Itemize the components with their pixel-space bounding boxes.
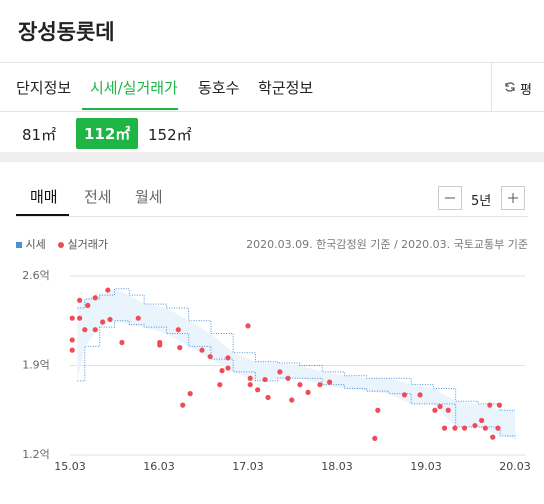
trade-point <box>225 355 231 361</box>
trade-point <box>445 407 451 413</box>
trade-point <box>490 434 496 440</box>
trade-point <box>177 345 183 351</box>
unit-label: 평 <box>520 83 532 98</box>
legend-item: 실거래가 <box>58 236 108 252</box>
trade-point <box>135 315 141 321</box>
trade-point <box>180 402 186 408</box>
trade-point <box>175 327 181 333</box>
minus-icon <box>445 197 455 199</box>
trade-point <box>482 425 488 431</box>
trade-point <box>452 425 458 431</box>
trade-point <box>265 394 271 401</box>
trade-point <box>437 403 443 410</box>
trade-point <box>100 319 106 325</box>
deal-tab[interactable]: 매매 <box>30 188 58 206</box>
trade-point <box>92 327 98 333</box>
trade-point <box>297 382 303 388</box>
size-option[interactable]: 152㎡ <box>148 126 192 144</box>
trade-point <box>85 302 91 309</box>
trade-point <box>225 365 231 371</box>
tab[interactable]: 학군정보 <box>258 79 314 97</box>
deal-tab[interactable]: 전세 <box>84 188 112 206</box>
trade-point <box>317 382 323 388</box>
trade-point <box>372 435 378 441</box>
tab[interactable]: 동호수 <box>198 79 240 97</box>
trade-point <box>69 337 75 343</box>
chart-note: 2020.03.09. 한국감정원 기준 / 2020.03. 국토교통부 기준 <box>246 238 528 251</box>
title: 장성동롯데 <box>18 20 115 44</box>
trade-point <box>82 327 88 333</box>
size-option[interactable]: 81㎡ <box>22 126 57 144</box>
trade-point <box>289 397 295 403</box>
x-tick-label: 19.03 <box>410 460 442 473</box>
trade-point <box>262 376 268 383</box>
legend-label: 시세 <box>25 238 46 251</box>
trade-point <box>187 391 193 397</box>
trade-point <box>375 407 381 413</box>
trade-point <box>245 323 251 329</box>
trade-point <box>77 315 83 321</box>
plus-icon <box>508 193 518 203</box>
trade-point <box>119 339 125 346</box>
trade-point <box>417 392 423 398</box>
trade-point <box>255 387 261 393</box>
trade-point <box>441 425 448 431</box>
trade-point <box>472 422 478 429</box>
y-tick-label: 2.6억 <box>22 269 50 282</box>
size-option[interactable]: 112㎡ <box>76 118 139 149</box>
trade-point <box>495 425 501 431</box>
plus-button[interactable] <box>501 186 525 210</box>
tab-indicator <box>82 108 178 110</box>
trade-point <box>432 407 438 413</box>
unit-button[interactable]: 평 <box>491 63 544 111</box>
separator <box>0 152 544 162</box>
trade-point <box>277 369 283 375</box>
legend-swatch <box>58 242 64 248</box>
minus-button[interactable] <box>438 186 462 210</box>
trade-point <box>217 382 223 388</box>
deal-indicator <box>16 214 69 216</box>
trade-point <box>496 402 503 408</box>
deal-tab[interactable]: 월세 <box>135 188 163 206</box>
trade-point <box>69 347 75 353</box>
trade-point <box>107 316 113 323</box>
y-tick-label: 1.2억 <box>22 448 50 461</box>
trade-point <box>305 389 311 395</box>
trade-point <box>285 375 291 381</box>
x-tick-label: 15.03 <box>54 460 86 473</box>
x-tick-label: 20.03 <box>499 460 531 473</box>
x-tick-label: 16.03 <box>143 460 175 473</box>
divider <box>16 216 528 217</box>
legend-swatch <box>16 242 22 248</box>
y-tick-label: 1.9억 <box>22 359 50 372</box>
x-tick-label: 17.03 <box>232 460 264 473</box>
trade-point <box>479 417 485 424</box>
trade-point <box>69 315 75 321</box>
trade-point <box>487 402 493 408</box>
trade-point <box>401 392 408 398</box>
band-fill <box>77 288 516 439</box>
trade-point <box>77 297 83 303</box>
trade-point <box>157 339 163 346</box>
tab-bar: 단지정보 시세/실거래가 동호수 학군정보 평 <box>0 62 544 112</box>
trade-point <box>219 368 225 374</box>
x-tick-label: 18.03 <box>321 460 353 473</box>
band-lower <box>77 320 516 439</box>
trade-point <box>92 295 98 301</box>
period: 5년 <box>471 194 492 209</box>
chart: 1.2억 1.9억 2.6억 15.03 16.03 17.03 18.03 19.03 20.… <box>22 269 531 473</box>
trade-point <box>247 382 253 388</box>
trade-point <box>247 375 253 381</box>
tab[interactable]: 시세/실거래가 <box>90 79 178 97</box>
tab[interactable]: 단지정보 <box>16 79 72 97</box>
refresh-icon <box>505 82 515 92</box>
legend-label: 실거래가 <box>67 238 108 251</box>
trade-point <box>326 379 333 385</box>
trade-point <box>461 425 468 431</box>
trade-point <box>199 347 205 353</box>
trade-point <box>105 287 111 293</box>
legend-item: 시세 <box>16 236 46 252</box>
trade-point <box>207 353 213 360</box>
